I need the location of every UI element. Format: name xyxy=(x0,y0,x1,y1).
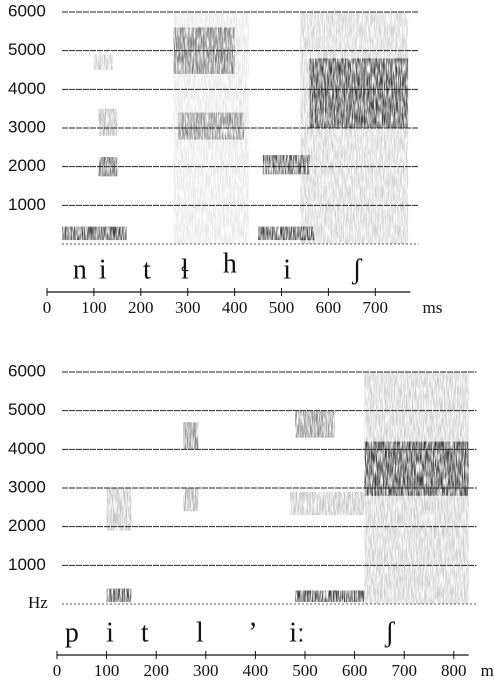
x-tick-label: 400 xyxy=(222,298,248,317)
x-tick-label: 400 xyxy=(243,661,269,680)
segment-label: n xyxy=(73,254,87,285)
segment-label: i xyxy=(99,254,107,285)
segment-label: ’ xyxy=(248,617,257,648)
x-tick-label: 200 xyxy=(143,661,169,680)
energy-region xyxy=(290,491,365,516)
segment-label: h xyxy=(223,248,237,279)
energy-region xyxy=(93,54,113,70)
y-tick-label: 3000 xyxy=(8,117,46,136)
segment-label: ʃ xyxy=(384,617,395,648)
y-tick-label: 6000 xyxy=(8,1,46,20)
y-tick-label: 6000 xyxy=(8,361,46,380)
x-tick-label: 300 xyxy=(193,661,219,680)
x-tick-label: 500 xyxy=(269,298,295,317)
y-tick-label: 3000 xyxy=(8,477,46,496)
x-axis-label: ms xyxy=(422,298,442,317)
energy-region xyxy=(98,108,118,136)
x-tick-label: 600 xyxy=(342,661,368,680)
energy-region xyxy=(183,422,199,450)
x-tick-label: 700 xyxy=(363,298,389,317)
x-tick-label: 200 xyxy=(128,298,154,317)
energy-region xyxy=(295,590,365,603)
energy-region xyxy=(309,58,409,128)
x-tick-label: 300 xyxy=(175,298,201,317)
y-tick-label: 4000 xyxy=(8,439,46,458)
x-axis-label: ms xyxy=(481,661,494,680)
energy-region xyxy=(106,488,132,531)
energy-region xyxy=(364,441,469,496)
x-tick-label: 0 xyxy=(53,661,62,680)
segment-label: t xyxy=(141,617,149,648)
energy-region xyxy=(258,226,315,241)
energy-region xyxy=(262,155,310,175)
y-tick-label: 1000 xyxy=(8,195,46,214)
segment-label: i xyxy=(106,617,114,648)
segment-label: t xyxy=(143,254,151,285)
x-tick-label: 800 xyxy=(441,661,467,680)
x-tick-label: 0 xyxy=(43,298,52,317)
y-axis-label: Hz xyxy=(28,593,48,612)
y-tick-label: 4000 xyxy=(8,79,46,98)
segment-label: ʃ xyxy=(351,254,362,285)
energy-region xyxy=(106,588,132,603)
x-tick-label: 500 xyxy=(292,661,318,680)
segment-label: l xyxy=(196,617,204,648)
segment-label: p xyxy=(65,617,79,648)
x-tick-label: 600 xyxy=(316,298,342,317)
energy-region xyxy=(295,410,335,438)
y-tick-label: 1000 xyxy=(8,555,46,574)
x-tick-label: 100 xyxy=(81,298,107,317)
energy-region xyxy=(183,488,199,512)
x-tick-label: 100 xyxy=(94,661,120,680)
y-tick-label: 5000 xyxy=(8,40,46,59)
energy-region xyxy=(62,226,127,241)
y-tick-label: 2000 xyxy=(8,156,46,175)
segment-label: ɬ xyxy=(181,254,189,285)
segment-label: i xyxy=(283,254,291,285)
y-tick-label: 5000 xyxy=(8,400,46,419)
x-tick-label: 700 xyxy=(391,661,417,680)
segment-label: iː xyxy=(289,617,305,648)
y-tick-label: 2000 xyxy=(8,516,46,535)
